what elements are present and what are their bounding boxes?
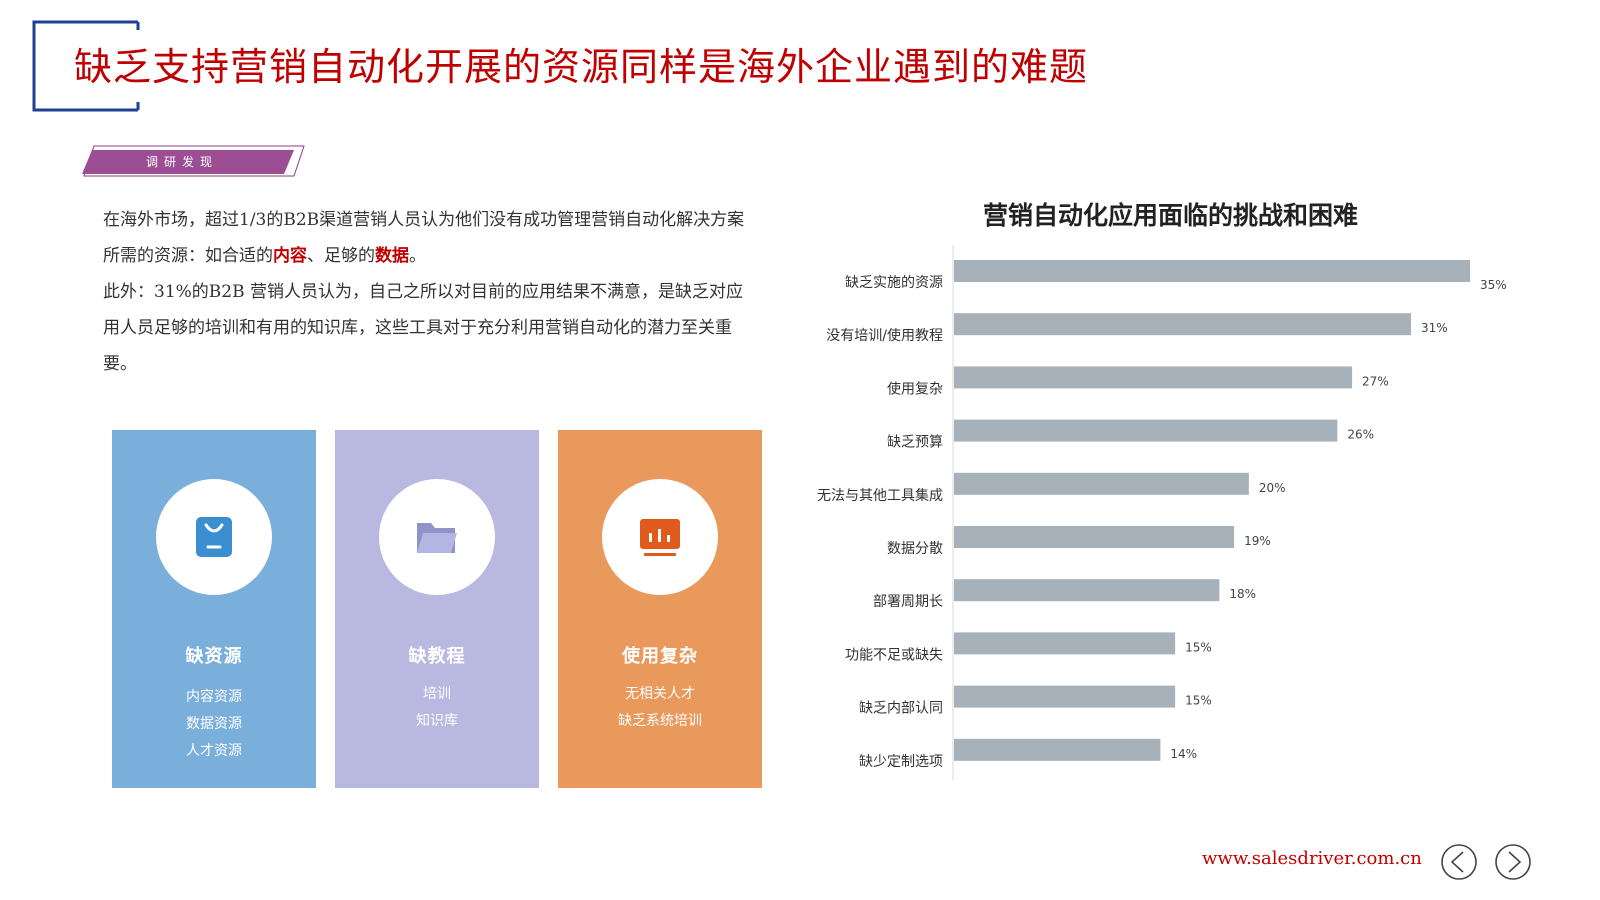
description-paragraph-1: 在海外市场，超过1/3的B2B渠道营销人员认为他们没有成功管理营销自动化解决方案…	[103, 210, 745, 266]
card-item: 内容资源	[186, 689, 242, 705]
bar-9	[954, 738, 1161, 761]
card-item: 无相关人才	[625, 686, 695, 702]
card-item: 数据资源	[186, 716, 242, 732]
card-items: 培训 知识库	[335, 681, 539, 735]
card-title: 缺资源	[185, 646, 243, 667]
card-item: 知识库	[416, 713, 458, 729]
card-items: 无相关人才 缺乏系统培训	[558, 681, 762, 735]
category-label-1: 没有培训/使用教程	[826, 327, 943, 344]
bar-0	[954, 260, 1470, 282]
description: 在海外市场，超过1/3的B2B渠道营销人员认为他们没有成功管理营销自动化解决方案…	[103, 202, 753, 382]
next-button[interactable]	[1494, 843, 1532, 881]
page-title: 缺乏支持营销自动化开展的资源同样是海外企业遇到的难题	[74, 45, 1089, 89]
tag-label: 调研发现	[145, 155, 218, 169]
value-label-1: 31%	[1421, 321, 1448, 335]
tag-banner	[82, 145, 305, 177]
prev-button[interactable]	[1440, 843, 1478, 881]
card-icon-circle	[156, 479, 272, 595]
card-item: 培训	[423, 686, 451, 702]
title-frame	[32, 20, 140, 112]
bar-chart: 缺乏实施的资源 35% 没有培训/使用教程 31% 使用复杂 27% 缺乏预算 26% 无法与其…	[817, 245, 1507, 780]
category-label-8: 缺乏内部认同	[859, 701, 943, 717]
bar-3	[954, 419, 1338, 442]
value-label-4: 20%	[1259, 481, 1286, 495]
chart-board-icon	[640, 519, 680, 556]
chart-title: 营销自动化应用面临的挑战和困难	[983, 201, 1359, 230]
value-label-8: 15%	[1185, 694, 1212, 708]
category-label-9: 缺少定制选项	[859, 754, 943, 770]
card-item: 人才资源	[186, 743, 242, 759]
value-label-6: 18%	[1229, 587, 1256, 601]
bar-6	[954, 579, 1220, 602]
card-icon-circle	[379, 479, 495, 595]
value-label-7: 15%	[1185, 640, 1212, 654]
category-label-5: 数据分散	[887, 541, 943, 557]
bar-5	[954, 526, 1235, 548]
category-label-4: 无法与其他工具集成	[817, 487, 943, 504]
footer-url[interactable]: www.salesdriver.com.cn	[1202, 848, 1422, 869]
value-label-0: 35%	[1480, 278, 1507, 292]
category-label-2: 使用复杂	[887, 380, 943, 397]
value-label-2: 27%	[1362, 374, 1389, 388]
value-label-5: 19%	[1244, 534, 1271, 548]
card-resources: 缺资源 内容资源 数据资源 人才资源	[112, 430, 316, 788]
card-complexity: 使用复杂 无相关人才 缺乏系统培训	[558, 430, 762, 788]
card-title: 缺教程	[408, 646, 466, 667]
card-items: 内容资源 数据资源 人才资源	[112, 684, 316, 765]
category-label-0: 缺乏实施的资源	[845, 275, 943, 291]
card-title: 使用复杂	[622, 646, 698, 667]
bar-4	[954, 472, 1249, 495]
bar-8	[954, 685, 1176, 708]
value-label-9: 14%	[1170, 747, 1197, 761]
bar-7	[954, 632, 1176, 655]
description-paragraph-2: 此外：31%的B2B 营销人员认为，自己之所以对目前的应用结果不满意，是缺乏对应…	[103, 282, 743, 374]
bar-1	[954, 313, 1412, 336]
card-icon-circle	[602, 479, 718, 595]
category-label-3: 缺乏预算	[887, 435, 943, 451]
category-label-7: 功能不足或缺失	[845, 647, 943, 663]
bar-2	[954, 366, 1353, 389]
folder-icon	[417, 523, 457, 553]
category-label-6: 部署周期长	[873, 594, 943, 610]
highlight-content: 内容	[273, 246, 307, 266]
card-tutorials: 缺教程 培训 知识库	[335, 430, 539, 788]
bag-icon	[196, 517, 232, 557]
card-item: 缺乏系统培训	[618, 713, 702, 729]
highlight-data: 数据	[375, 246, 409, 266]
value-label-3: 26%	[1347, 428, 1374, 442]
